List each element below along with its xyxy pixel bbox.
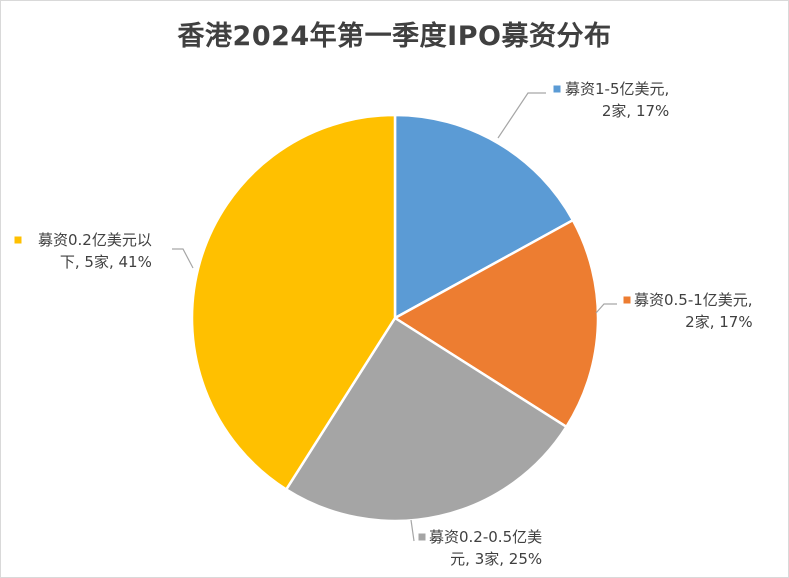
data-label-1: 募资1-5亿美元, 2家, 17% <box>565 80 669 120</box>
pie-slice-2 <box>392 218 600 429</box>
leader-line-1 <box>497 92 546 139</box>
leader-line-2 <box>595 303 617 314</box>
pie-slices <box>190 113 600 523</box>
leader-line-3 <box>410 519 415 542</box>
leader-lines <box>172 92 617 542</box>
data-label-3: 募资0.2-0.5亿美元, 3家, 25% <box>429 528 542 568</box>
data-labels: 募资1-5亿美元, 2家, 17% 募资0.5-1亿美元, 2家, 17% 募资0.2-… <box>14 80 753 568</box>
leader-line-4 <box>172 248 194 269</box>
pie-slice-3 <box>284 316 569 523</box>
label-marker-3 <box>418 533 426 541</box>
chart-title: 香港2024年第一季度IPO募资分布 <box>177 21 612 52</box>
label-marker-2 <box>623 296 631 304</box>
label-marker-4 <box>14 236 22 244</box>
label-marker-1 <box>553 85 561 93</box>
data-label-2: 募资0.5-1亿美元, 2家, 17% <box>634 291 753 331</box>
pie-slice-1 <box>393 113 575 321</box>
data-label-4: 募资0.2亿美元以下, 5家, 41% <box>38 231 152 271</box>
pie-slice-4 <box>190 113 397 492</box>
